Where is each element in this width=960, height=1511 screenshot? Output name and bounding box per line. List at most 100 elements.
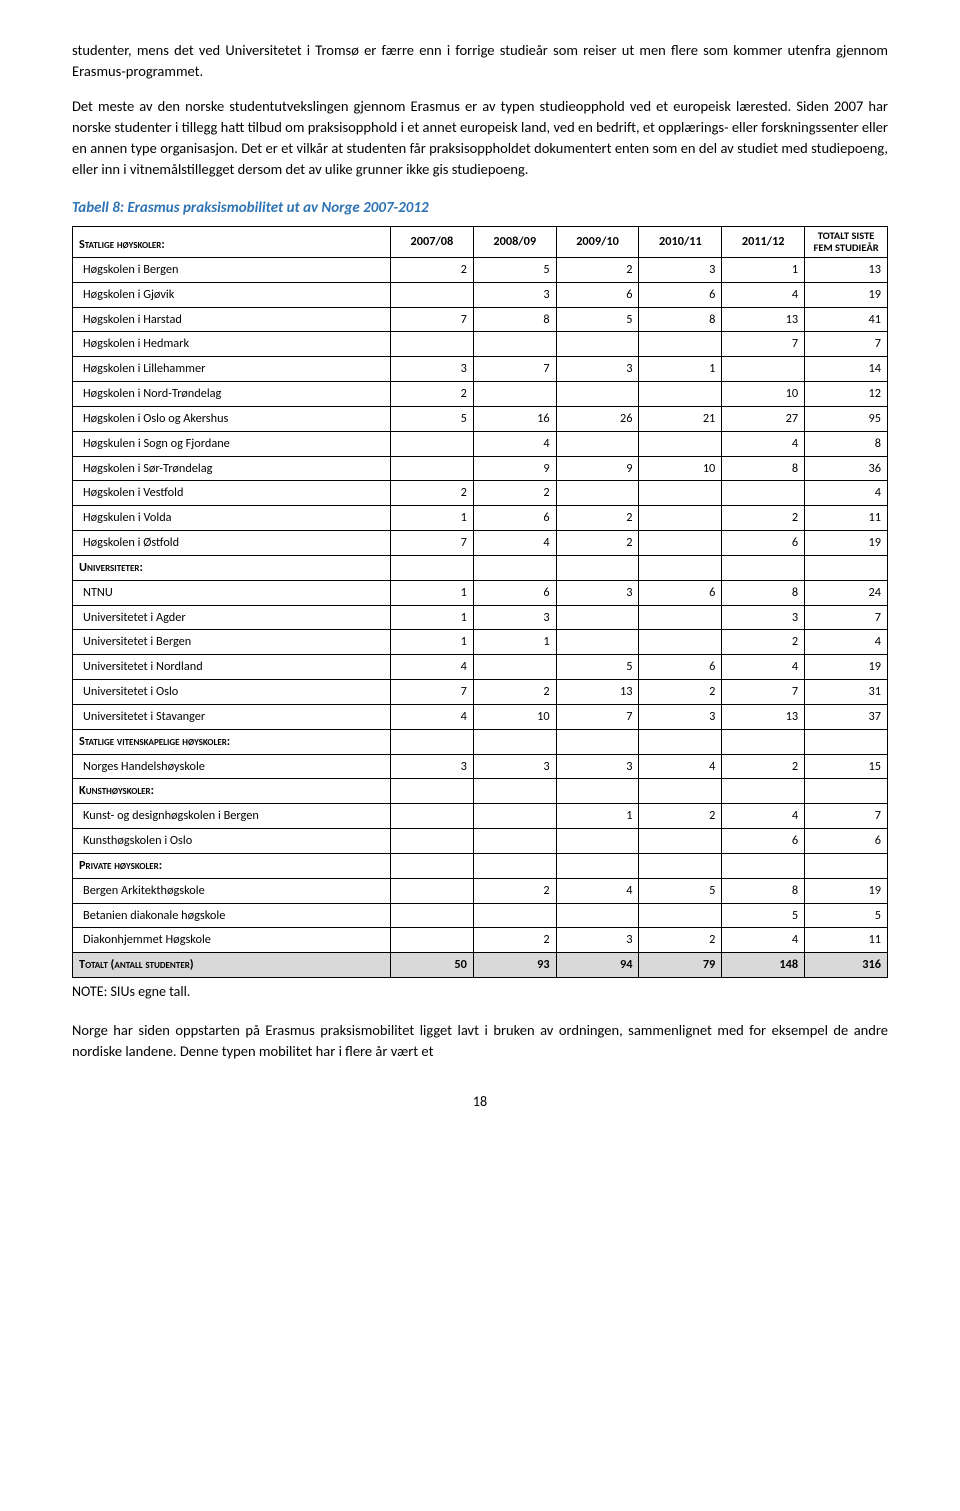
data-cell: 6 xyxy=(805,829,888,854)
data-cell: 4 xyxy=(390,655,473,680)
data-cell xyxy=(556,332,639,357)
data-cell: 2 xyxy=(639,804,722,829)
data-cell: 8 xyxy=(722,456,805,481)
empty-cell xyxy=(473,779,556,804)
data-cell: 2 xyxy=(556,531,639,556)
data-cell xyxy=(639,531,722,556)
table-row: Bergen Arkitekthøgskole245819 xyxy=(73,878,888,903)
data-cell xyxy=(639,382,722,407)
data-cell: 15 xyxy=(805,754,888,779)
row-label: Høgskolen i Oslo og Akershus xyxy=(73,406,391,431)
header-y1: 2007/08 xyxy=(390,226,473,257)
data-cell xyxy=(556,382,639,407)
data-cell xyxy=(639,630,722,655)
data-cell: 2 xyxy=(473,481,556,506)
data-cell: 5 xyxy=(390,406,473,431)
data-cell xyxy=(639,903,722,928)
data-cell: 4 xyxy=(473,531,556,556)
data-cell: 5 xyxy=(639,878,722,903)
data-cell: 2 xyxy=(722,630,805,655)
table-row: Totalt (antall studenter)50939479148316 xyxy=(73,953,888,978)
data-cell xyxy=(639,332,722,357)
row-label: Høgskulen i Volda xyxy=(73,506,391,531)
empty-cell xyxy=(722,729,805,754)
data-cell: 21 xyxy=(639,406,722,431)
data-cell: 8 xyxy=(722,580,805,605)
data-cell: 3 xyxy=(556,580,639,605)
data-cell: 19 xyxy=(805,531,888,556)
data-cell: 94 xyxy=(556,953,639,978)
row-label: Betanien diakonale høgskole xyxy=(73,903,391,928)
empty-cell xyxy=(639,555,722,580)
row-label: Høgskolen i Vestfold xyxy=(73,481,391,506)
table-row: Universitetet i Bergen1124 xyxy=(73,630,888,655)
empty-cell xyxy=(390,729,473,754)
row-label: Kunsthøgskolen i Oslo xyxy=(73,829,391,854)
data-cell: 2 xyxy=(473,928,556,953)
table-row: Høgskulen i Volda162211 xyxy=(73,506,888,531)
data-cell: 50 xyxy=(390,953,473,978)
data-cell xyxy=(473,332,556,357)
table-row: Universiteter: xyxy=(73,555,888,580)
page-number: 18 xyxy=(72,1092,888,1112)
erasmus-table: Statlige høyskoler: 2007/08 2008/09 2009… xyxy=(72,226,888,978)
data-cell: 1 xyxy=(390,580,473,605)
data-cell xyxy=(390,332,473,357)
data-cell: 13 xyxy=(722,704,805,729)
data-cell: 16 xyxy=(473,406,556,431)
data-cell xyxy=(722,481,805,506)
data-cell: 4 xyxy=(722,804,805,829)
section-label: Private høyskoler: xyxy=(73,853,391,878)
table-row: Universitetet i Nordland456419 xyxy=(73,655,888,680)
table-row: Høgskolen i Lillehammer373114 xyxy=(73,357,888,382)
data-cell: 3 xyxy=(556,928,639,953)
data-cell: 13 xyxy=(805,257,888,282)
data-cell: 6 xyxy=(722,829,805,854)
data-cell xyxy=(390,903,473,928)
data-cell: 9 xyxy=(473,456,556,481)
data-cell: 3 xyxy=(556,754,639,779)
empty-cell xyxy=(639,729,722,754)
data-cell xyxy=(556,630,639,655)
data-cell: 316 xyxy=(805,953,888,978)
empty-cell xyxy=(556,555,639,580)
data-cell: 1 xyxy=(556,804,639,829)
data-cell: 1 xyxy=(473,630,556,655)
data-cell: 11 xyxy=(805,928,888,953)
data-cell: 14 xyxy=(805,357,888,382)
table-row: Diakonhjemmet Høgskole232411 xyxy=(73,928,888,953)
row-label: Totalt (antall studenter) xyxy=(73,953,391,978)
row-label: Universitetet i Agder xyxy=(73,605,391,630)
data-cell: 2 xyxy=(473,878,556,903)
data-cell: 7 xyxy=(390,307,473,332)
data-cell: 11 xyxy=(805,506,888,531)
data-cell: 10 xyxy=(473,704,556,729)
table-row: Universitetet i Stavanger410731337 xyxy=(73,704,888,729)
paragraph-2: Det meste av den norske studentutvekslin… xyxy=(72,96,888,180)
data-cell: 148 xyxy=(722,953,805,978)
data-cell: 5 xyxy=(556,307,639,332)
empty-cell xyxy=(805,555,888,580)
empty-cell xyxy=(722,779,805,804)
table-row: Høgskolen i Gjøvik366419 xyxy=(73,282,888,307)
data-cell: 3 xyxy=(473,754,556,779)
table-row: Høgskolen i Vestfold224 xyxy=(73,481,888,506)
data-cell: 4 xyxy=(390,704,473,729)
row-label: Bergen Arkitekthøgskole xyxy=(73,878,391,903)
header-first: Statlige høyskoler: xyxy=(73,226,391,257)
data-cell: 2 xyxy=(556,506,639,531)
data-cell: 2 xyxy=(722,754,805,779)
row-label: Høgskolen i Harstad xyxy=(73,307,391,332)
row-label: Norges Handelshøyskole xyxy=(73,754,391,779)
data-cell: 3 xyxy=(473,282,556,307)
data-cell: 3 xyxy=(390,357,473,382)
row-label: Høgskolen i Bergen xyxy=(73,257,391,282)
section-label: Statlige vitenskapelige høyskoler: xyxy=(73,729,391,754)
data-cell: 13 xyxy=(722,307,805,332)
empty-cell xyxy=(805,729,888,754)
table-title: Tabell 8: Erasmus praksismobilitet ut av… xyxy=(72,198,888,220)
row-label: NTNU xyxy=(73,580,391,605)
data-cell xyxy=(639,829,722,854)
data-cell: 6 xyxy=(473,580,556,605)
data-cell xyxy=(556,605,639,630)
